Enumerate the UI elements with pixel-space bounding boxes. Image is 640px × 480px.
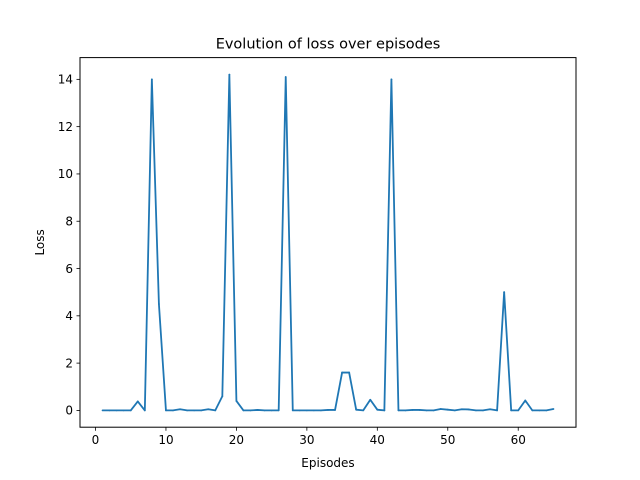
loss-data-point [383, 409, 386, 412]
loss-data-point [193, 409, 196, 412]
y-tick-label: 8 [65, 215, 73, 229]
loss-data-point [524, 399, 527, 402]
loss-data-point [411, 409, 414, 411]
y-tick-label: 4 [65, 309, 73, 323]
loss-data-point [517, 409, 520, 412]
loss-data-point [305, 409, 308, 412]
y-tick-label: 6 [65, 262, 73, 276]
loss-data-point [362, 409, 365, 412]
loss-data-point [334, 409, 336, 411]
loss-data-point [453, 409, 456, 412]
y-tick-label: 2 [65, 356, 73, 370]
loss-data-point [397, 409, 400, 412]
x-tick-label: 30 [299, 433, 314, 447]
x-tick-label: 60 [511, 433, 526, 447]
loss-data-point [143, 409, 146, 412]
plot-area [101, 73, 555, 412]
loss-data-point [270, 409, 273, 412]
loss-data-point [510, 409, 513, 412]
loss-data-point [284, 76, 287, 78]
loss-data-point [348, 371, 351, 374]
y-axis-label: Loss [33, 229, 47, 255]
loss-data-point [179, 408, 181, 411]
y-tick-label: 10 [58, 167, 73, 181]
loss-data-point [313, 409, 315, 412]
loss-data-point [277, 409, 280, 412]
loss-data-point [101, 409, 104, 412]
loss-data-point [207, 408, 210, 411]
loss-data-point [475, 409, 477, 412]
x-tick-label: 40 [370, 433, 385, 447]
loss-data-point [482, 409, 484, 412]
loss-data-point [214, 409, 217, 412]
loss-data-point [158, 303, 160, 305]
x-tick-label: 50 [440, 433, 455, 447]
loss-data-point [129, 409, 132, 412]
loss-data-point [298, 409, 301, 412]
loss-data-point [228, 73, 231, 76]
chart-title: Evolution of loss over episodes [216, 37, 441, 53]
loss-data-point [172, 409, 174, 412]
loss-data-point [404, 409, 407, 412]
loss-data-point [263, 409, 266, 412]
loss-data-point [531, 409, 534, 412]
loss-data-point [242, 409, 245, 412]
loss-data-point [108, 409, 111, 412]
loss-data-point [341, 371, 343, 374]
x-axis-label: Episodes [301, 456, 354, 470]
y-tick-label: 0 [65, 404, 73, 418]
loss-data-point [122, 409, 125, 412]
loss-data-point [256, 409, 259, 411]
x-tick-label: 10 [158, 433, 173, 447]
loss-data-point [320, 409, 322, 412]
loss-data-point [200, 409, 203, 412]
loss-data-point [460, 408, 463, 411]
loss-data-point [552, 408, 555, 410]
loss-data-point [235, 400, 238, 402]
x-tick-label: 20 [229, 433, 244, 447]
loss-data-point [468, 408, 470, 411]
y-tick-label: 12 [58, 120, 73, 134]
loss-data-point [221, 395, 224, 398]
loss-data-point [390, 78, 393, 81]
axis-ticks: 0 10 20 30 40 50 60 0 2 4 6 8 10 12 14 [58, 73, 526, 448]
loss-data-point [538, 409, 541, 412]
loss-data-point [186, 409, 188, 412]
axes-frame [79, 57, 577, 428]
loss-data-point [418, 409, 421, 411]
loss-data-point [136, 400, 139, 403]
loss-data-point [432, 409, 435, 412]
loss-data-point [249, 409, 252, 412]
loss-data-point [150, 78, 153, 81]
x-tick-label: 0 [92, 433, 100, 447]
loss-data-point [503, 291, 506, 294]
loss-data-point [376, 408, 379, 411]
y-tick-label: 14 [58, 73, 73, 87]
loss-data-point [439, 408, 442, 410]
loss-data-point [545, 409, 548, 412]
loss-data-point [327, 409, 329, 411]
loss-data-point [425, 409, 428, 412]
loss-data-point [115, 409, 118, 412]
loss-data-point [369, 398, 372, 401]
loss-data-point [496, 409, 498, 412]
loss-data-point [165, 409, 167, 412]
loss-data-point [355, 408, 358, 411]
loss-data-point [291, 409, 294, 412]
loss-data-point [489, 408, 491, 411]
loss-data-point [446, 408, 449, 411]
